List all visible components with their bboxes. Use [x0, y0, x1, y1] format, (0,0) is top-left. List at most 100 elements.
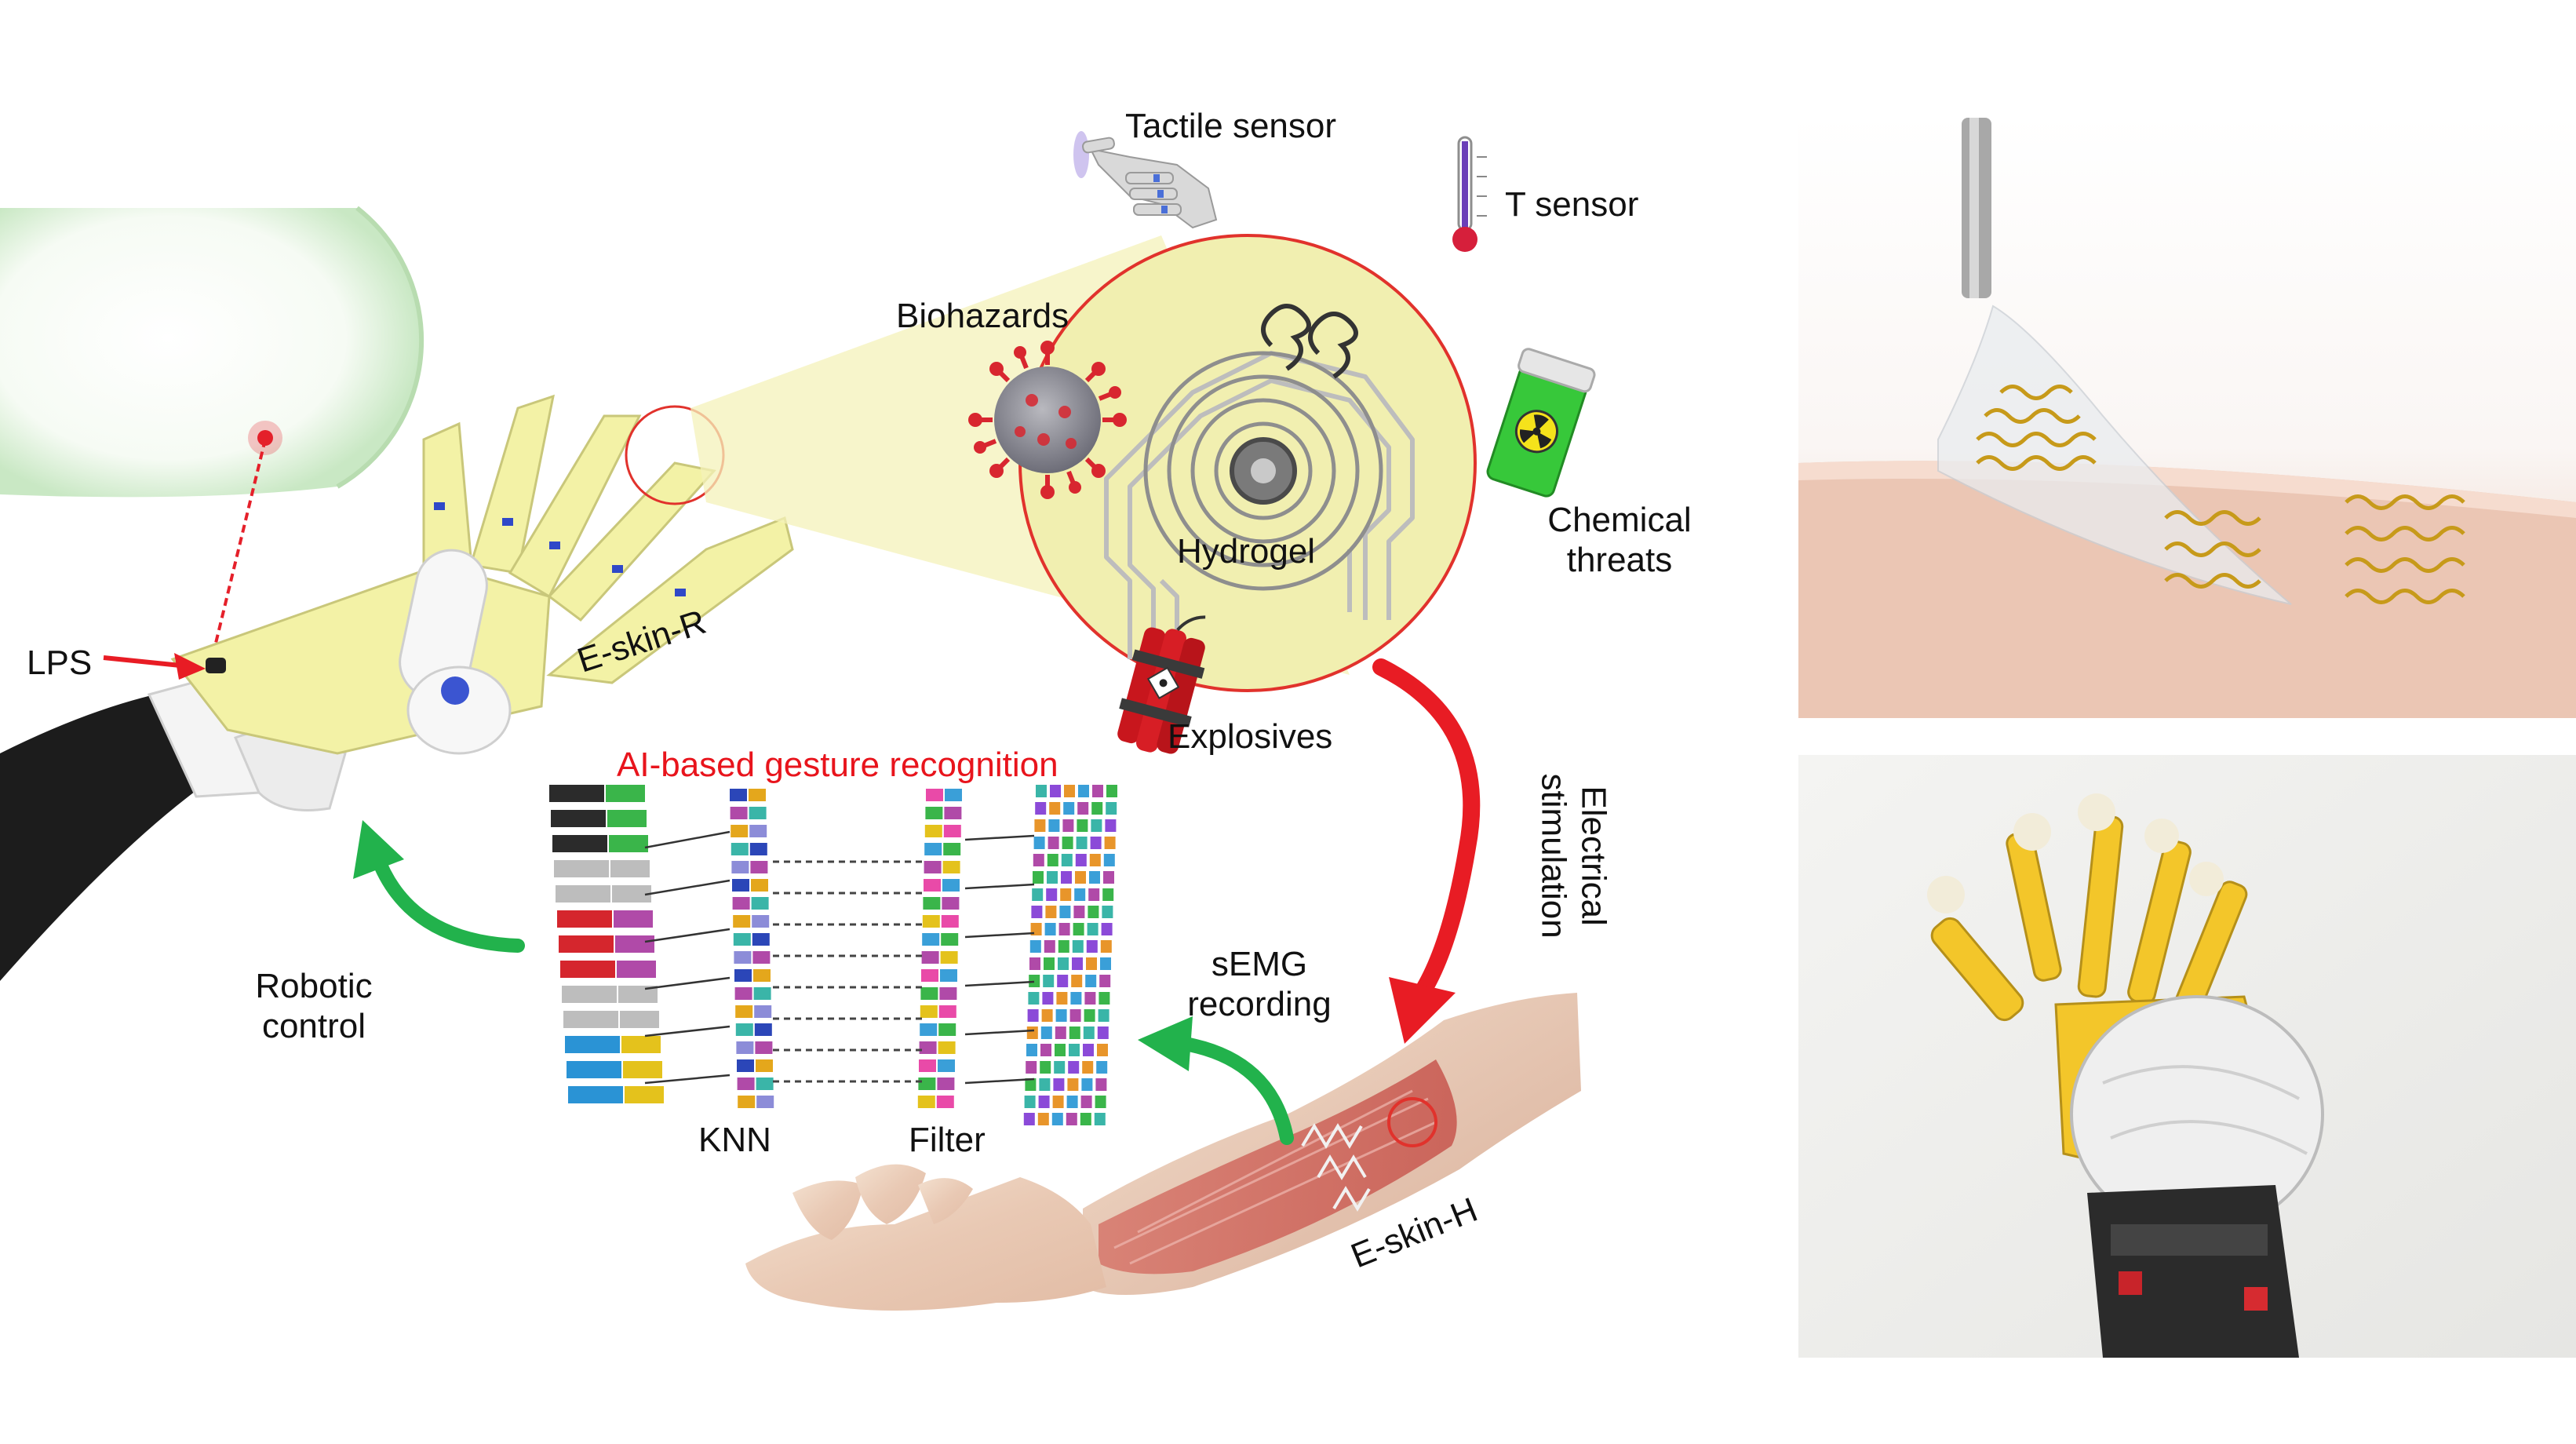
signal-bar: [1086, 940, 1098, 953]
signal-bar: [1069, 1009, 1081, 1022]
signal-bar: [1090, 837, 1102, 849]
human-arm-e-skin-h: [745, 993, 1581, 1311]
knn-bar: [752, 951, 771, 964]
explosives-label: Explosives: [1168, 717, 1333, 756]
signal-bar: [1054, 1061, 1066, 1074]
signal-bar: [1069, 1026, 1080, 1039]
signal-bar: [1036, 785, 1047, 797]
signal-bar: [1084, 992, 1096, 1005]
feature-bar: [610, 860, 650, 877]
signal-bar: [1063, 802, 1075, 815]
serpentine-electrodes: [1976, 385, 2465, 604]
robot-hand-icon: [1073, 131, 1218, 229]
filter-bar: [937, 1078, 955, 1090]
signal-bar: [1061, 871, 1072, 884]
filter-bar: [944, 807, 962, 819]
signal-bar: [1035, 802, 1047, 815]
signal-bar: [1102, 888, 1114, 901]
semg-recording-label: sEMG recording: [1187, 945, 1332, 1023]
filter-bar: [920, 1023, 938, 1036]
feature-bar: [617, 961, 656, 978]
signal-bar: [1027, 1009, 1039, 1022]
feature-bar: [559, 935, 614, 953]
semg-arrow: [1138, 1016, 1294, 1145]
connector-line: [964, 883, 1035, 890]
knn-bar: [756, 1059, 773, 1072]
signal-bar: [1031, 906, 1043, 918]
signal-bar: [1092, 785, 1103, 797]
thermometer-icon: [1452, 136, 1487, 252]
signal-bar: [1070, 992, 1082, 1005]
signal-bar: [1105, 819, 1117, 832]
signal-bar: [1042, 992, 1054, 1005]
signal-bar: [1058, 923, 1070, 935]
hydrogel-label: Hydrogel: [1177, 532, 1316, 571]
signal-bar: [1088, 888, 1100, 901]
signal-bar: [1100, 940, 1112, 953]
feature-bar: [614, 910, 653, 928]
ai-gesture-panels: [549, 785, 1117, 1125]
signal-bar: [1029, 940, 1041, 953]
signal-bar: [1084, 1009, 1095, 1022]
signal-bar: [1073, 923, 1084, 935]
thumb-joint: [399, 549, 512, 755]
feature-bar: [615, 935, 654, 953]
temperature-serpentine: [1261, 304, 1358, 379]
filter-bar: [918, 1078, 936, 1090]
radioactive-canister-icon: [1486, 348, 1596, 498]
knn-bar: [754, 1005, 772, 1018]
knn-bar: [755, 1041, 773, 1054]
signal-bar: [1048, 819, 1060, 832]
signal-bar: [1039, 1078, 1051, 1091]
signal-bar: [1052, 1096, 1064, 1108]
filter-bar: [936, 1096, 954, 1108]
filter-bar: [942, 879, 960, 892]
filter-bar: [922, 915, 940, 928]
signal-bar: [1059, 906, 1071, 918]
filter-bar: [919, 1041, 937, 1054]
filter-bar: [924, 861, 942, 873]
signal-bar: [1071, 975, 1083, 987]
connector-line: [644, 830, 731, 849]
feature-bar: [607, 810, 647, 827]
robotic-control-label: Robotic control: [255, 967, 373, 1045]
signal-bar: [1073, 906, 1085, 918]
signal-bar: [1029, 975, 1040, 987]
knn-bar: [731, 861, 749, 873]
tactile-sensor-label: Tactile sensor: [1125, 107, 1337, 145]
robot-arm: [0, 669, 347, 981]
signal-bar: [1023, 1113, 1035, 1125]
feature-bar: [560, 961, 615, 978]
knn-bar: [735, 1005, 753, 1018]
knn-bar: [734, 987, 752, 1000]
signal-bar: [1033, 837, 1045, 849]
knn-bar: [752, 915, 770, 928]
signal-bar: [1053, 1078, 1065, 1091]
signal-bar: [1044, 923, 1056, 935]
signal-bar: [1026, 1026, 1038, 1039]
connector-line: [644, 1074, 731, 1085]
signal-bar: [1043, 975, 1055, 987]
knn-bar: [734, 951, 752, 964]
signal-bar: [1078, 785, 1089, 797]
signal-bar: [1101, 923, 1113, 935]
signal-bar: [1077, 802, 1089, 815]
filter-bar: [938, 1041, 956, 1054]
feature-bar: [557, 910, 612, 928]
signal-bar: [1057, 975, 1069, 987]
signal-bar: [1100, 957, 1111, 970]
feature-bar: [551, 810, 606, 827]
connector-line: [964, 1078, 1035, 1085]
filter-bar: [925, 807, 943, 819]
filter-bar: [920, 987, 938, 1000]
feature-bar: [609, 835, 648, 852]
signal-bar: [1075, 871, 1086, 884]
t-sensor-label: T sensor: [1505, 185, 1639, 224]
feature-bar: [562, 986, 617, 1003]
signal-bar: [1040, 1061, 1051, 1074]
filter-bar: [917, 1096, 935, 1108]
signal-bar: [1064, 785, 1075, 797]
signal-bar: [1068, 1061, 1080, 1074]
signal-bar: [1104, 837, 1116, 849]
